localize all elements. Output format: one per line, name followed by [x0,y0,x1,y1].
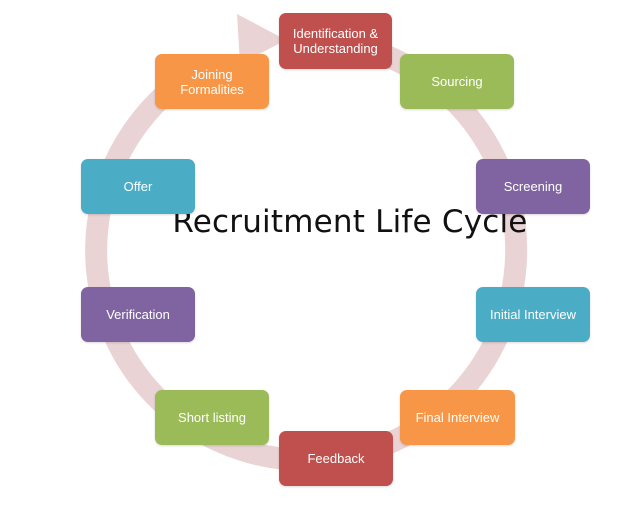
stage-verification: Verification [81,287,195,342]
diagram-title: Recruitment Life Cycle [172,204,528,240]
stage-identification-understanding: Identification & Understanding [279,13,392,69]
stage-screening: Screening [476,159,590,214]
stage-offer: Offer [81,159,195,214]
stage-initial-interview: Initial Interview [476,287,590,342]
stage-final-interview: Final Interview [400,390,515,445]
cycle-arrowhead [237,14,286,64]
stage-joining-formalities: Joining Formalities [155,54,269,109]
stage-short-listing: Short listing [155,390,269,445]
stage-feedback: Feedback [279,431,393,486]
stage-sourcing: Sourcing [400,54,514,109]
